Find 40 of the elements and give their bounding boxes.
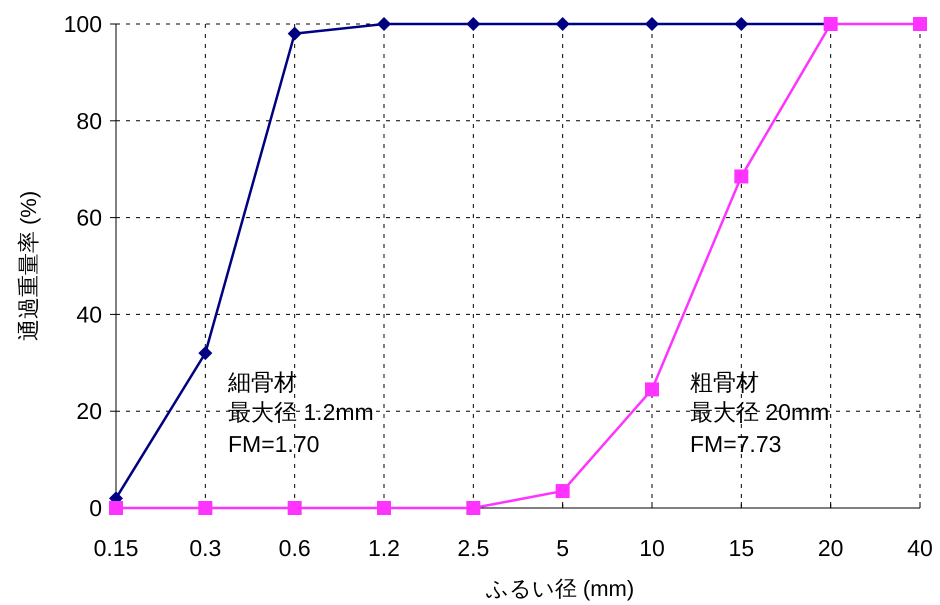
x-tick-label: 10	[639, 535, 665, 561]
y-tick-label: 80	[76, 108, 102, 134]
point	[288, 501, 302, 515]
x-tick-label: 2.5	[457, 535, 490, 561]
point	[466, 17, 480, 31]
y-tick-label: 40	[76, 301, 102, 328]
y-tick-label: 0	[89, 495, 102, 521]
point	[734, 17, 748, 31]
x-tick-label: 0.15	[94, 535, 138, 561]
point	[109, 501, 123, 515]
point	[645, 17, 659, 31]
x-tick-label: 5	[556, 535, 570, 561]
annotation: 最大径 20mm	[690, 399, 830, 425]
x-tick-label: 20	[818, 535, 844, 561]
x-tick-label: 15	[728, 535, 754, 561]
annotation: 最大径 1.2mm	[228, 399, 374, 425]
y-tick-label: 60	[76, 204, 102, 231]
point	[288, 26, 302, 41]
annotation: FM=1.70	[228, 431, 320, 457]
point	[198, 346, 212, 360]
x-axis-title: ふるい径 (mm)	[484, 576, 634, 601]
annotation: 粗骨材	[690, 369, 759, 395]
point	[377, 17, 391, 31]
point	[913, 17, 927, 31]
x-tick-label: 1.2	[368, 535, 400, 561]
x-tick-label: 0.3	[189, 535, 222, 561]
point	[556, 484, 570, 498]
point	[377, 501, 391, 515]
point	[556, 17, 570, 31]
x-tick-label: 40	[907, 535, 933, 561]
y-axis-title: 通過重量率 (%)	[16, 190, 41, 342]
x-tick-label: 0.6	[278, 535, 311, 561]
point	[645, 382, 659, 396]
annotation: FM=7.73	[690, 431, 782, 457]
point	[466, 501, 480, 515]
point	[198, 501, 212, 515]
annotation: 細骨材	[227, 369, 297, 395]
y-tick-label: 100	[64, 11, 102, 37]
point	[734, 169, 748, 184]
y-tick-label: 20	[76, 398, 102, 424]
